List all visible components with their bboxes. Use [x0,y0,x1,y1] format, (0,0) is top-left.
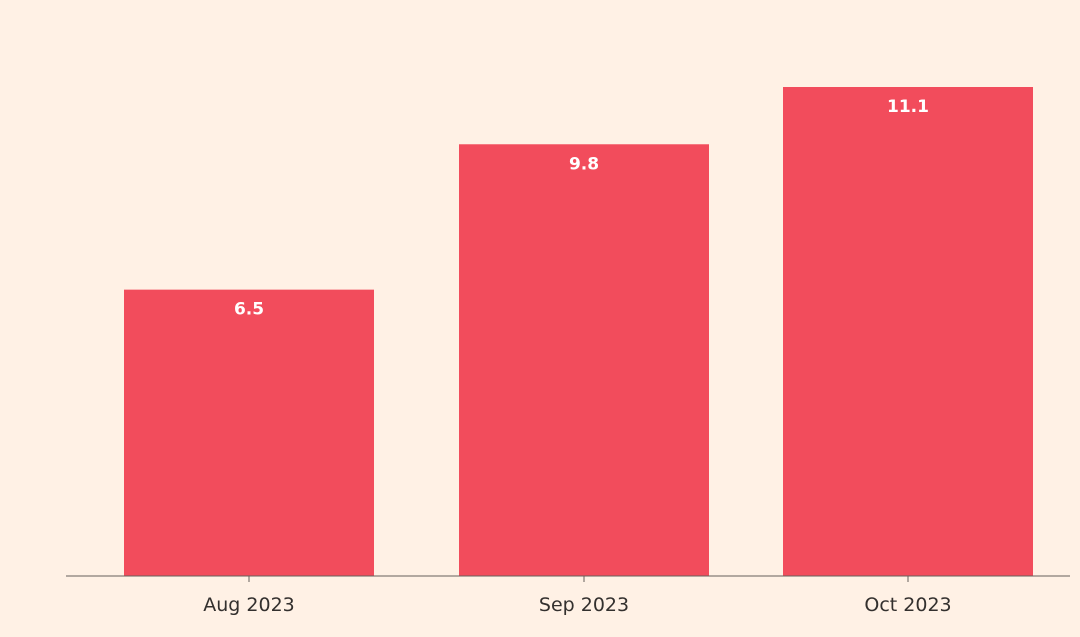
bar-value-label: 6.5 [234,300,264,320]
x-axis-tick-labels-group: Aug 2023 Sep 2023 Oct 2023 [203,594,951,616]
x-axis-tick-label: Oct 2023 [864,594,951,616]
bar-aug-2023 [124,289,374,576]
bar-labels-group: 6.5 9.8 11.1 [234,97,929,320]
bar-sep-2023 [459,144,709,576]
bars-group [124,87,1033,576]
bar-value-label: 11.1 [887,97,929,117]
x-axis-ticks-group [248,576,909,582]
bar-value-label: 9.8 [569,154,599,174]
bar-oct-2023 [783,87,1033,576]
x-axis-tick-label: Sep 2023 [539,594,629,616]
x-axis-tick-label: Aug 2023 [203,594,295,616]
